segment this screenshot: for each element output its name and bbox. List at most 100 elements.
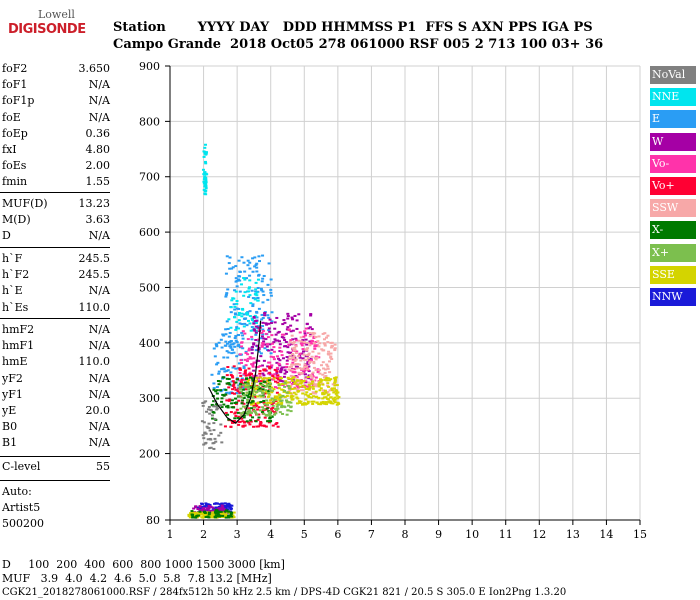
data-point (273, 373, 277, 376)
data-point (319, 387, 323, 390)
data-point (305, 343, 309, 346)
data-point (240, 315, 244, 318)
data-point (232, 406, 236, 409)
data-point (276, 425, 280, 428)
param-value: 2.00 (85, 159, 111, 173)
data-point (323, 332, 327, 335)
data-point (243, 424, 247, 427)
data-point (257, 260, 261, 263)
data-point (282, 375, 286, 378)
data-point (237, 319, 241, 322)
data-point (285, 413, 289, 416)
data-point (306, 402, 310, 405)
data-point (258, 369, 262, 372)
data-point (283, 369, 287, 372)
data-point (237, 362, 241, 365)
data-point (261, 328, 265, 331)
data-point (246, 380, 250, 383)
data-point (247, 388, 251, 391)
data-point (315, 401, 319, 404)
data-point (248, 310, 252, 313)
data-point (220, 506, 224, 509)
data-point (237, 311, 241, 314)
data-point (238, 353, 242, 356)
data-point (310, 355, 314, 358)
param-name: h`E (2, 284, 23, 298)
data-point (218, 510, 222, 513)
data-point (200, 513, 204, 516)
param-name: fxI (2, 143, 17, 156)
data-point (261, 277, 265, 280)
data-point (202, 421, 206, 424)
data-point (267, 421, 271, 424)
data-point (211, 417, 215, 420)
data-point (198, 509, 202, 512)
data-point (312, 392, 316, 395)
data-point (263, 425, 267, 428)
data-point (314, 383, 318, 386)
data-point (241, 411, 245, 414)
data-point (266, 336, 270, 339)
param-row: yF2 N/A (2, 372, 110, 388)
data-point (227, 351, 231, 354)
data-point (246, 398, 250, 401)
data-point (291, 352, 295, 355)
data-point (239, 374, 243, 377)
data-point (290, 388, 294, 391)
data-point (285, 399, 289, 402)
data-point (299, 372, 303, 375)
param-value: 245.5 (78, 252, 111, 265)
data-point (269, 382, 273, 385)
x-tick-label: 3 (234, 528, 241, 541)
data-point (292, 380, 296, 383)
data-point (228, 504, 232, 507)
data-point (289, 324, 293, 327)
data-point (237, 278, 241, 281)
data-point (300, 352, 304, 355)
data-point (262, 408, 266, 411)
data-point (252, 328, 256, 331)
data-point (334, 376, 338, 379)
data-point (232, 351, 236, 354)
data-point (213, 502, 217, 505)
data-point (252, 342, 256, 345)
data-point (252, 361, 256, 364)
data-point (297, 355, 301, 358)
data-point (324, 368, 328, 371)
data-point (295, 319, 299, 322)
data-point (253, 380, 257, 383)
data-point (248, 423, 252, 426)
data-point (313, 347, 317, 350)
data-point (219, 338, 223, 341)
data-point (330, 389, 334, 392)
data-point (264, 414, 268, 417)
data-point (258, 394, 262, 397)
data-point (309, 378, 313, 381)
data-point (282, 319, 286, 322)
data-point (282, 390, 286, 393)
data-point (304, 355, 308, 358)
data-point (225, 391, 229, 394)
data-point (293, 314, 297, 317)
data-point (212, 405, 216, 408)
data-point (275, 371, 279, 374)
data-point (262, 337, 266, 340)
data-point (235, 408, 239, 411)
data-point (235, 327, 239, 330)
data-point (243, 291, 247, 294)
data-point (297, 373, 301, 376)
data-point (321, 361, 325, 364)
data-point (219, 390, 223, 393)
data-point (317, 384, 321, 387)
data-point (248, 376, 252, 379)
data-point (247, 373, 251, 376)
data-point (272, 401, 276, 404)
data-point (231, 376, 235, 379)
data-point (323, 371, 327, 374)
file-info-row: CGK21_2018278061000.RSF / 284fx512h 50 k… (2, 587, 567, 598)
data-point (249, 419, 253, 422)
data-point (248, 374, 252, 377)
data-point (240, 402, 244, 405)
data-point (290, 368, 294, 371)
data-point (229, 411, 233, 414)
